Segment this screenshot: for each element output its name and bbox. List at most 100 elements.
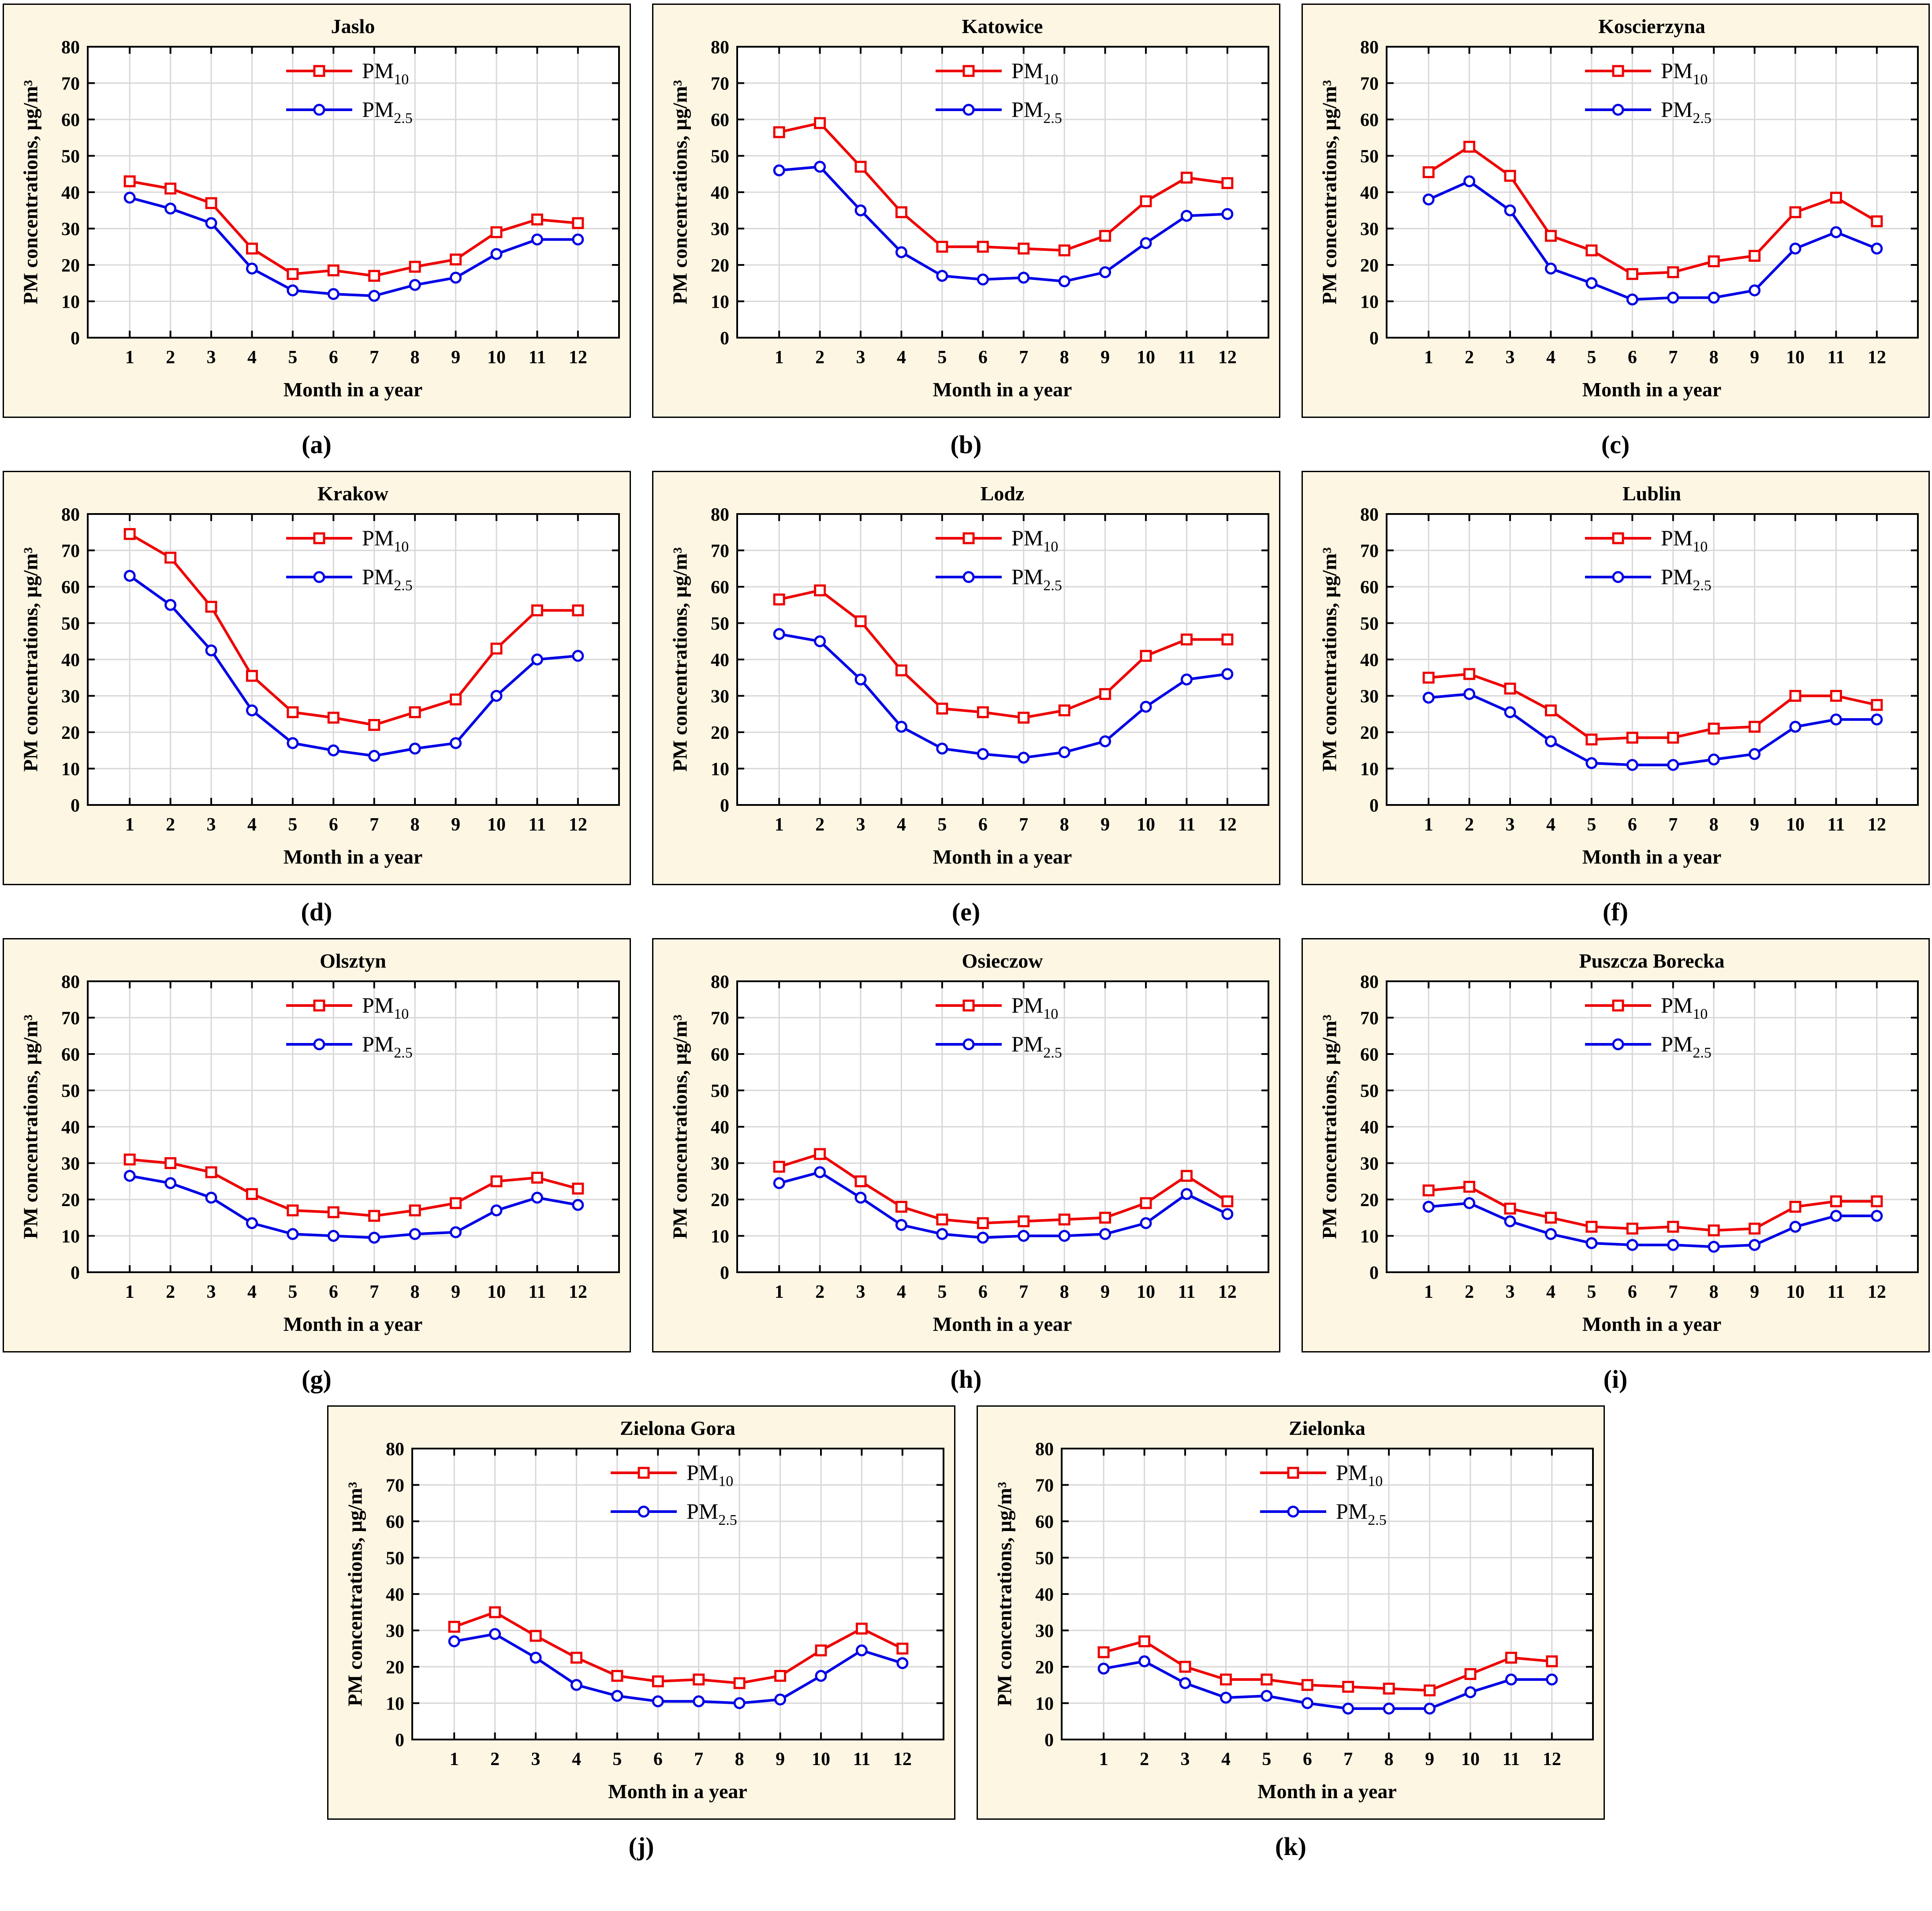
- y-tick-label: 10: [1360, 292, 1379, 313]
- x-tick-label: 9: [1100, 1282, 1110, 1302]
- y-tick-label: 10: [1360, 1227, 1379, 1247]
- legend-label: PM2.5: [1011, 564, 1062, 594]
- y-tick-label: 60: [1360, 577, 1379, 598]
- legend-label: PM10: [362, 525, 409, 555]
- tick-marks: [1386, 980, 1918, 1273]
- circle-marker: [490, 248, 503, 260]
- circle-marker: [409, 1228, 421, 1240]
- legend-entry-pm25: PM2.5: [1585, 564, 1711, 594]
- chart-panel: Zielonka PM concentrations, µg/m³ Month …: [977, 1405, 1605, 1820]
- square-marker: [773, 1161, 785, 1173]
- legend: PM10 PM2.5: [286, 993, 412, 1061]
- square-marker: [205, 197, 217, 209]
- square-marker: [611, 1670, 623, 1682]
- square-marker: [531, 1172, 543, 1184]
- y-tick-label: 50: [1360, 1081, 1379, 1102]
- chart-row: Krakow PM concentrations, µg/m³ Month in…: [2, 471, 1930, 938]
- square-marker: [327, 1206, 339, 1218]
- circle-marker: [530, 1651, 542, 1664]
- x-axis-label: Month in a year: [1582, 1313, 1722, 1335]
- y-tick-label: 20: [711, 723, 729, 743]
- circle-marker: [531, 1192, 543, 1204]
- y-tick-label: 80: [61, 37, 80, 58]
- y-tick-label: 30: [711, 220, 729, 240]
- y-tick-label: 40: [1360, 183, 1379, 203]
- x-tick-label: 6: [653, 1749, 663, 1769]
- gridlines: [737, 981, 1268, 1272]
- x-tick-label: 3: [531, 1749, 541, 1769]
- x-tick-label: 9: [776, 1749, 785, 1769]
- series-line: [1428, 1185, 1877, 1232]
- legend: PM10 PM2.5: [1585, 993, 1711, 1061]
- x-axis-label: Month in a year: [1582, 378, 1722, 401]
- legend-entry-pm10: PM10: [286, 993, 409, 1022]
- chart-unit-lodz: Lodz PM concentrations, µg/m³ Month in a…: [652, 471, 1280, 938]
- x-tick-label: 10: [1461, 1749, 1480, 1769]
- circle-marker: [1870, 1210, 1883, 1222]
- square-marker: [490, 642, 503, 655]
- y-tick-label: 70: [1035, 1476, 1054, 1496]
- circle-marker: [1464, 1686, 1477, 1699]
- series-pm10: [1097, 1635, 1558, 1697]
- chart-unit-krakow: Krakow PM concentrations, µg/m³ Month in…: [2, 471, 631, 938]
- square-marker: [1140, 1197, 1152, 1209]
- legend-label: PM10: [1011, 525, 1058, 555]
- x-tick-label: 10: [1137, 347, 1155, 368]
- circle-marker: [936, 1228, 948, 1240]
- circle-marker: [286, 737, 298, 749]
- square-marker: [449, 1197, 462, 1209]
- x-tick-label: 5: [1262, 1749, 1271, 1769]
- circle-marker: [1748, 284, 1760, 297]
- circle-marker: [1017, 752, 1029, 764]
- circle-marker: [164, 202, 176, 215]
- x-tick-label: 2: [166, 1282, 175, 1302]
- x-tick-label: 3: [206, 347, 216, 368]
- x-tick-label: 7: [1343, 1749, 1353, 1769]
- y-tick-label: 50: [1360, 147, 1379, 167]
- series-pm25: [1422, 1197, 1883, 1253]
- x-tick-label: 2: [1465, 347, 1474, 368]
- legend: PM10 PM2.5: [1585, 58, 1711, 127]
- circle-marker: [936, 270, 948, 282]
- x-tick-label: 10: [1786, 1282, 1805, 1302]
- x-tick-label: 10: [487, 815, 506, 835]
- y-tick-label: 0: [1369, 796, 1379, 816]
- square-marker: [571, 604, 584, 617]
- square-marker: [1505, 1651, 1517, 1664]
- series-pm25: [773, 160, 1233, 287]
- legend-entry-pm10: PM10: [1585, 58, 1708, 88]
- y-tick-label: 40: [711, 1118, 729, 1138]
- circle-marker: [813, 160, 826, 173]
- y-tick-label: 50: [1360, 614, 1379, 634]
- circle-marker: [1099, 266, 1111, 278]
- square-marker: [1748, 721, 1760, 733]
- circle-marker: [1504, 706, 1516, 719]
- square-marker: [1544, 230, 1557, 242]
- circle-marker: [895, 721, 907, 733]
- series-pm25: [448, 1628, 909, 1709]
- square-marker: [1544, 1211, 1557, 1224]
- y-tick-label: 40: [711, 183, 729, 203]
- circle-marker: [773, 164, 785, 176]
- x-tick-label: 10: [1786, 815, 1805, 835]
- circle-marker: [1544, 262, 1557, 275]
- circle-marker: [1097, 1662, 1110, 1675]
- chart-title: Lublin: [1622, 482, 1681, 505]
- legend-square-marker: [1287, 1467, 1299, 1479]
- y-tick-label: 60: [386, 1512, 404, 1532]
- chart-unit-olsztyn: Olsztyn PM concentrations, µg/m³ Month i…: [2, 938, 631, 1405]
- circle-marker: [448, 1635, 460, 1647]
- circle-marker: [652, 1695, 664, 1707]
- x-tick-label: 5: [1587, 1282, 1596, 1302]
- square-marker: [936, 241, 948, 253]
- circle-marker: [1017, 272, 1029, 284]
- gridlines: [737, 47, 1268, 338]
- chart-unit-zielona-gora: Zielona Gora PM concentrations, µg/m³ Mo…: [327, 1405, 955, 1873]
- x-tick-label: 8: [410, 1282, 419, 1302]
- square-marker: [1017, 1215, 1029, 1227]
- series-line: [779, 121, 1227, 252]
- square-marker: [977, 1217, 989, 1229]
